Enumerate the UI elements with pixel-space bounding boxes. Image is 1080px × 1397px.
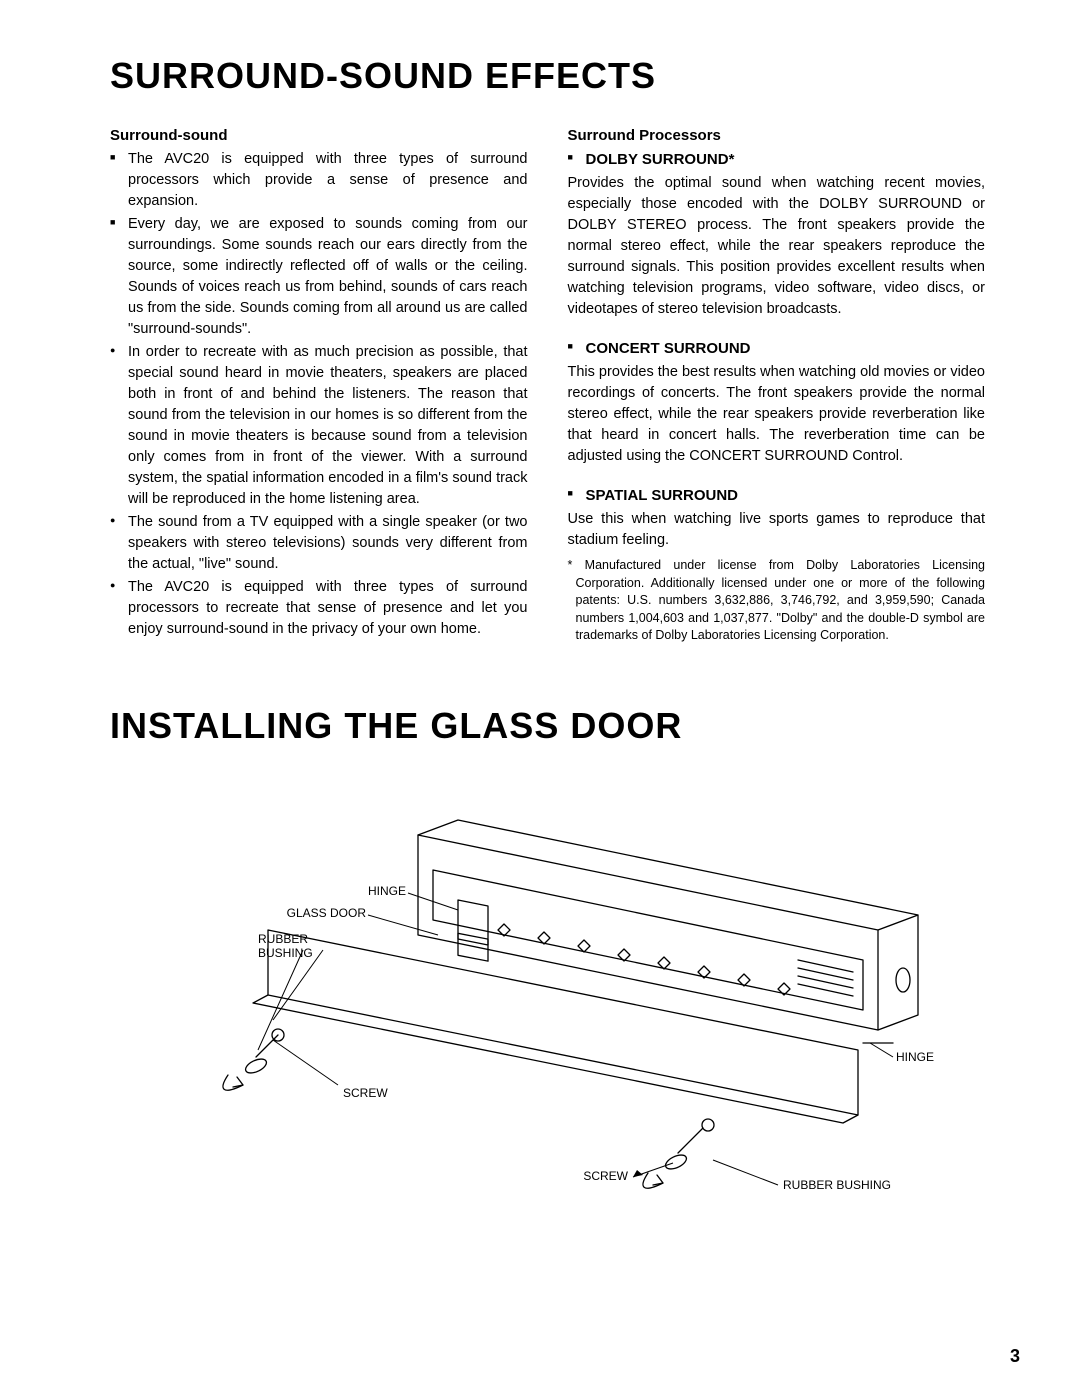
concert-body: This provides the best results when watc… xyxy=(568,362,986,467)
bullet-item: Every day, we are exposed to sounds comi… xyxy=(110,214,528,340)
spatial-body: Use this when watching live sports games… xyxy=(568,509,986,551)
label-screw-left: SCREW xyxy=(343,1086,388,1100)
label-glass-door: GLASS DOOR xyxy=(286,906,366,920)
label-hinge-left: HINGE xyxy=(367,884,405,898)
label-rubber: RUBBER xyxy=(258,932,308,946)
label-bushing: BUSHING xyxy=(258,946,313,960)
page-title-1: SURROUND-SOUND EFFECTS xyxy=(110,55,985,97)
glass-door-diagram: HINGE GLASS DOOR RUBBER BUSHING SCREW SC… xyxy=(158,775,938,1215)
dolby-footnote: * Manufactured under license from Dolby … xyxy=(568,557,986,645)
two-column-layout: Surround-sound The AVC20 is equipped wit… xyxy=(110,125,985,645)
bullet-item: The AVC20 is equipped with three types o… xyxy=(110,577,528,640)
processor-item: CONCERT SURROUND xyxy=(568,338,986,360)
page-title-2: INSTALLING THE GLASS DOOR xyxy=(110,705,985,747)
label-rubber-bushing-right: RUBBER BUSHING xyxy=(783,1178,891,1192)
diagram-container: HINGE GLASS DOOR RUBBER BUSHING SCREW SC… xyxy=(110,775,985,1215)
bullet-item: The AVC20 is equipped with three types o… xyxy=(110,149,528,212)
left-dot-list: In order to recreate with as much precis… xyxy=(110,342,528,640)
left-bullet-list: The AVC20 is equipped with three types o… xyxy=(110,149,528,340)
concert-head: CONCERT SURROUND xyxy=(586,340,751,357)
label-hinge-right: HINGE xyxy=(896,1050,934,1064)
right-heading: Surround Processors xyxy=(568,125,986,147)
processor-item: SPATIAL SURROUND xyxy=(568,485,986,507)
right-column: Surround Processors DOLBY SURROUND* Prov… xyxy=(568,125,986,645)
bullet-item: The sound from a TV equipped with a sing… xyxy=(110,512,528,575)
spatial-head: SPATIAL SURROUND xyxy=(586,487,739,504)
dolby-body: Provides the optimal sound when watching… xyxy=(568,173,986,320)
left-column: Surround-sound The AVC20 is equipped wit… xyxy=(110,125,528,645)
page-number: 3 xyxy=(1010,1346,1020,1367)
dolby-head: DOLBY SURROUND* xyxy=(586,151,735,168)
label-screw-center: SCREW xyxy=(583,1169,628,1183)
left-heading: Surround-sound xyxy=(110,125,528,147)
processor-item: DOLBY SURROUND* xyxy=(568,149,986,171)
spatial-list: SPATIAL SURROUND xyxy=(568,485,986,507)
section-2: INSTALLING THE GLASS DOOR xyxy=(110,705,985,1215)
dolby-list: DOLBY SURROUND* xyxy=(568,149,986,171)
bullet-item: In order to recreate with as much precis… xyxy=(110,342,528,510)
concert-list: CONCERT SURROUND xyxy=(568,338,986,360)
